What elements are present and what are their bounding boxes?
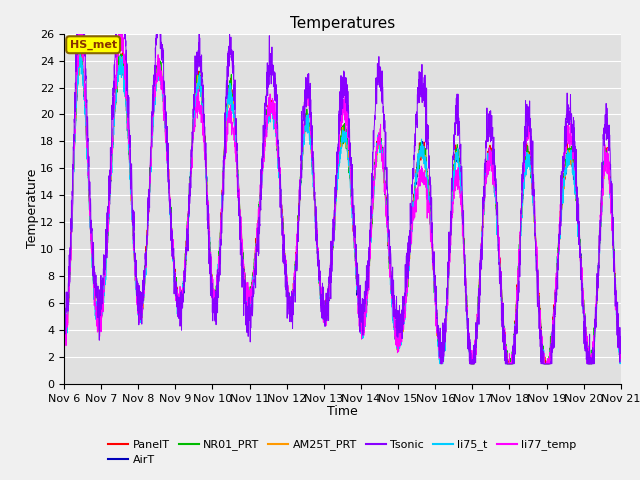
li75_t bbox=[60, 333, 68, 338]
li77_temp bbox=[606, 191, 614, 196]
PanelT bbox=[124, 122, 132, 128]
Line: PanelT: PanelT bbox=[64, 52, 621, 364]
AM25T_PRT bbox=[60, 324, 68, 329]
NR01_PRT bbox=[60, 324, 68, 330]
PanelT bbox=[157, 60, 164, 66]
PanelT bbox=[467, 361, 475, 367]
Tsonic bbox=[298, 150, 306, 156]
Text: HS_met: HS_met bbox=[70, 40, 116, 50]
Legend: PanelT, AirT, NR01_PRT, AM25T_PRT, Tsonic, li75_t, li77_temp: PanelT, AirT, NR01_PRT, AM25T_PRT, Tsoni… bbox=[104, 435, 581, 469]
li77_temp bbox=[274, 150, 282, 156]
Tsonic bbox=[274, 124, 282, 130]
PanelT bbox=[298, 152, 306, 158]
PanelT bbox=[274, 145, 282, 151]
AirT bbox=[437, 361, 445, 367]
li77_temp bbox=[547, 345, 554, 350]
AirT bbox=[617, 346, 625, 352]
li75_t bbox=[436, 361, 444, 367]
AirT bbox=[124, 121, 132, 127]
li75_t bbox=[547, 347, 554, 353]
li77_temp bbox=[467, 361, 474, 367]
AM25T_PRT bbox=[438, 361, 446, 367]
li75_t bbox=[274, 158, 282, 164]
NR01_PRT bbox=[298, 167, 306, 172]
Tsonic bbox=[617, 335, 625, 340]
li75_t bbox=[606, 195, 614, 201]
AM25T_PRT bbox=[157, 72, 164, 78]
PanelT bbox=[77, 49, 84, 55]
li75_t bbox=[124, 124, 132, 130]
Tsonic bbox=[73, 31, 81, 36]
AM25T_PRT bbox=[547, 355, 554, 360]
NR01_PRT bbox=[115, 50, 122, 56]
Line: Tsonic: Tsonic bbox=[64, 34, 621, 364]
NR01_PRT bbox=[124, 115, 132, 120]
AirT bbox=[77, 53, 85, 59]
Line: AM25T_PRT: AM25T_PRT bbox=[64, 53, 621, 364]
AM25T_PRT bbox=[76, 50, 84, 56]
AM25T_PRT bbox=[606, 187, 614, 192]
NR01_PRT bbox=[274, 143, 282, 149]
Tsonic bbox=[437, 361, 445, 367]
li75_t bbox=[298, 158, 306, 164]
Tsonic bbox=[157, 31, 164, 36]
AirT bbox=[606, 192, 614, 197]
Line: NR01_PRT: NR01_PRT bbox=[64, 53, 621, 364]
PanelT bbox=[547, 356, 554, 361]
PanelT bbox=[60, 312, 68, 317]
AM25T_PRT bbox=[298, 161, 306, 167]
NR01_PRT bbox=[606, 183, 614, 189]
li77_temp bbox=[617, 354, 625, 360]
AirT bbox=[274, 153, 282, 158]
Tsonic bbox=[547, 361, 554, 367]
Line: li75_t: li75_t bbox=[64, 52, 621, 364]
AM25T_PRT bbox=[274, 152, 282, 157]
li77_temp bbox=[157, 77, 164, 83]
PanelT bbox=[617, 348, 625, 354]
Line: AirT: AirT bbox=[64, 56, 621, 364]
NR01_PRT bbox=[617, 349, 625, 355]
PanelT bbox=[606, 181, 614, 187]
AirT bbox=[298, 153, 306, 159]
li77_temp bbox=[75, 31, 83, 36]
AM25T_PRT bbox=[124, 125, 132, 131]
li75_t bbox=[157, 82, 164, 87]
Tsonic bbox=[124, 93, 132, 98]
NR01_PRT bbox=[157, 71, 164, 76]
li75_t bbox=[617, 356, 625, 362]
li77_temp bbox=[298, 140, 306, 145]
Tsonic bbox=[606, 151, 614, 156]
li77_temp bbox=[124, 120, 132, 126]
li77_temp bbox=[60, 325, 68, 331]
AM25T_PRT bbox=[617, 352, 625, 358]
Line: li77_temp: li77_temp bbox=[64, 34, 621, 364]
Y-axis label: Temperature: Temperature bbox=[26, 169, 38, 249]
X-axis label: Time: Time bbox=[327, 405, 358, 418]
AirT bbox=[547, 349, 554, 355]
li75_t bbox=[76, 49, 84, 55]
Tsonic bbox=[60, 314, 68, 320]
NR01_PRT bbox=[467, 361, 475, 367]
NR01_PRT bbox=[547, 347, 554, 353]
AirT bbox=[157, 68, 164, 73]
Title: Temperatures: Temperatures bbox=[290, 16, 395, 31]
AirT bbox=[60, 316, 68, 322]
